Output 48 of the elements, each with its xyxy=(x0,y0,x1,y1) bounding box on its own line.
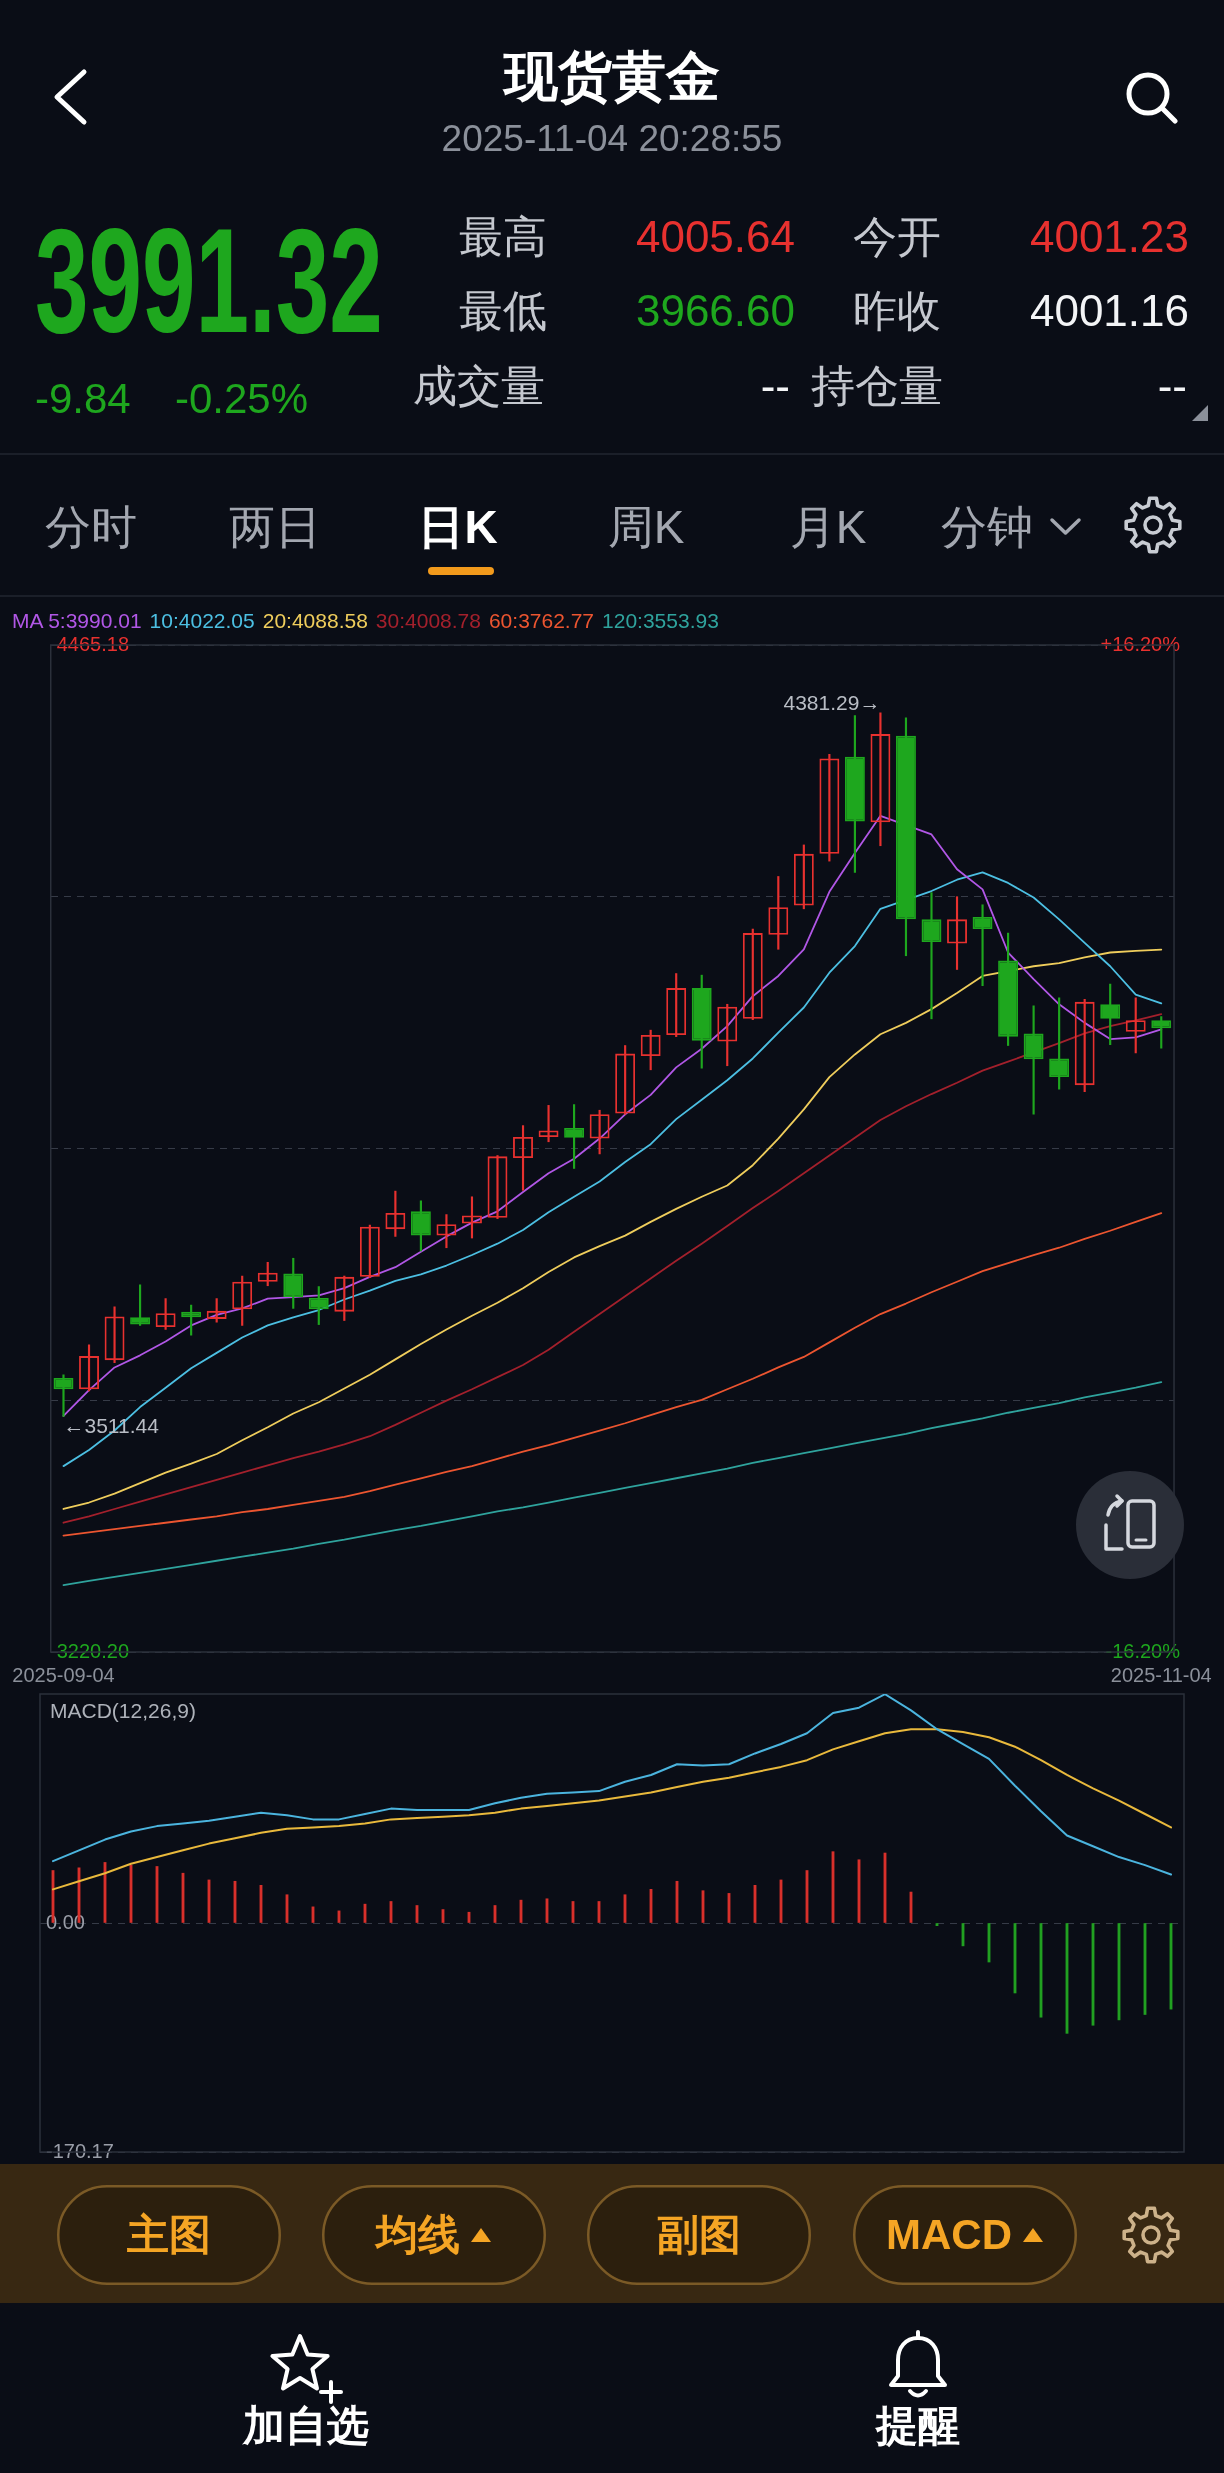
text: 分钟 xyxy=(941,500,1033,554)
text: 日K xyxy=(418,500,498,554)
annotation: 4381.29→ xyxy=(783,690,881,714)
candlestick xyxy=(972,904,993,986)
text: 副图 xyxy=(657,2210,741,2260)
text: -- xyxy=(1157,360,1187,412)
y-tick-label: -170.17 xyxy=(46,2139,114,2162)
text: -9.84 xyxy=(35,374,131,424)
text: 提醒 xyxy=(876,2401,960,2451)
text: MA 5:3990.01 xyxy=(12,608,142,632)
text: 3966.60 xyxy=(635,285,795,337)
text: 主图 xyxy=(127,2210,211,2260)
text: 30:4008.78 xyxy=(375,608,481,632)
candlestick xyxy=(921,892,942,1020)
text: 20:4088.58 xyxy=(262,608,368,632)
x-tick-label: 2025-11-04 xyxy=(1110,1663,1212,1686)
y2-tick-label: -16.20% xyxy=(1105,1639,1181,1662)
x-tick-label: 2025-09-04 xyxy=(12,1663,115,1686)
text: -- xyxy=(760,360,790,412)
text: 2025-11-04 20:28:55 xyxy=(441,117,783,161)
text: 60:3762.77 xyxy=(488,608,595,632)
text: 4001.16 xyxy=(1029,285,1189,337)
text: 分时 xyxy=(45,500,137,554)
text: 3991.32 xyxy=(35,196,383,365)
text: 10:4022.05 xyxy=(149,608,255,632)
text: 成交量 xyxy=(413,360,545,412)
y-tick-label: 0.00 xyxy=(46,1910,85,1933)
y2-tick-label: +16.20% xyxy=(1100,632,1181,655)
text: 120:3553.93 xyxy=(602,608,719,632)
text: MACD xyxy=(886,2210,1012,2260)
candlestick xyxy=(53,1374,74,1417)
y-tick-label: 4465.18 xyxy=(56,632,130,655)
text: 4005.64 xyxy=(635,211,795,263)
text: 持仓量 xyxy=(811,360,943,412)
text: 最低 xyxy=(459,285,547,337)
y-tick-label: 3220.20 xyxy=(56,1639,130,1662)
text: 加自选 xyxy=(243,2401,369,2451)
text: 今开 xyxy=(853,211,941,263)
text: -0.25% xyxy=(175,374,309,424)
chart-title: MACD(12,26,9) xyxy=(50,1698,196,1724)
text: 最高 xyxy=(459,211,547,263)
text: 周K xyxy=(607,500,685,554)
text: 现货黄金 xyxy=(504,44,720,108)
text: 月K xyxy=(789,500,867,554)
text: 4001.23 xyxy=(1029,211,1189,263)
text: 昨收 xyxy=(853,285,941,337)
text: 均线 xyxy=(376,2210,460,2260)
text: 两日 xyxy=(229,500,321,554)
